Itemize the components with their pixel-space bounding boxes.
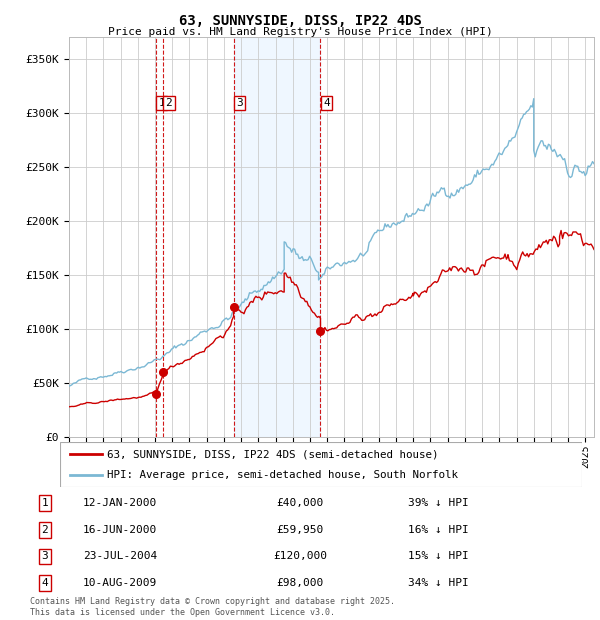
Text: HPI: Average price, semi-detached house, South Norfolk: HPI: Average price, semi-detached house,…	[107, 469, 458, 480]
Text: 3: 3	[41, 551, 49, 562]
Text: 16% ↓ HPI: 16% ↓ HPI	[408, 525, 469, 535]
Text: £40,000: £40,000	[277, 498, 323, 508]
Bar	[233, 37, 320, 437]
Text: 12-JAN-2000: 12-JAN-2000	[83, 498, 157, 508]
Text: 2: 2	[166, 98, 172, 108]
Text: 15% ↓ HPI: 15% ↓ HPI	[408, 551, 469, 562]
Text: Contains HM Land Registry data © Crown copyright and database right 2025.
This d: Contains HM Land Registry data © Crown c…	[30, 598, 395, 617]
Text: 3: 3	[236, 98, 243, 108]
Text: 63, SUNNYSIDE, DISS, IP22 4DS: 63, SUNNYSIDE, DISS, IP22 4DS	[179, 14, 421, 28]
Text: Price paid vs. HM Land Registry's House Price Index (HPI): Price paid vs. HM Land Registry's House …	[107, 27, 493, 37]
Text: £59,950: £59,950	[277, 525, 323, 535]
Text: 23-JUL-2004: 23-JUL-2004	[83, 551, 157, 562]
Text: 34% ↓ HPI: 34% ↓ HPI	[408, 578, 469, 588]
Text: 10-AUG-2009: 10-AUG-2009	[83, 578, 157, 588]
Text: 4: 4	[41, 578, 49, 588]
Text: £98,000: £98,000	[277, 578, 323, 588]
Text: 4: 4	[323, 98, 330, 108]
Text: 39% ↓ HPI: 39% ↓ HPI	[408, 498, 469, 508]
Text: 2: 2	[41, 525, 49, 535]
Text: 16-JUN-2000: 16-JUN-2000	[83, 525, 157, 535]
Text: 63, SUNNYSIDE, DISS, IP22 4DS (semi-detached house): 63, SUNNYSIDE, DISS, IP22 4DS (semi-deta…	[107, 449, 439, 459]
Text: 1: 1	[41, 498, 49, 508]
Text: 1: 1	[158, 98, 165, 108]
Text: £120,000: £120,000	[273, 551, 327, 562]
